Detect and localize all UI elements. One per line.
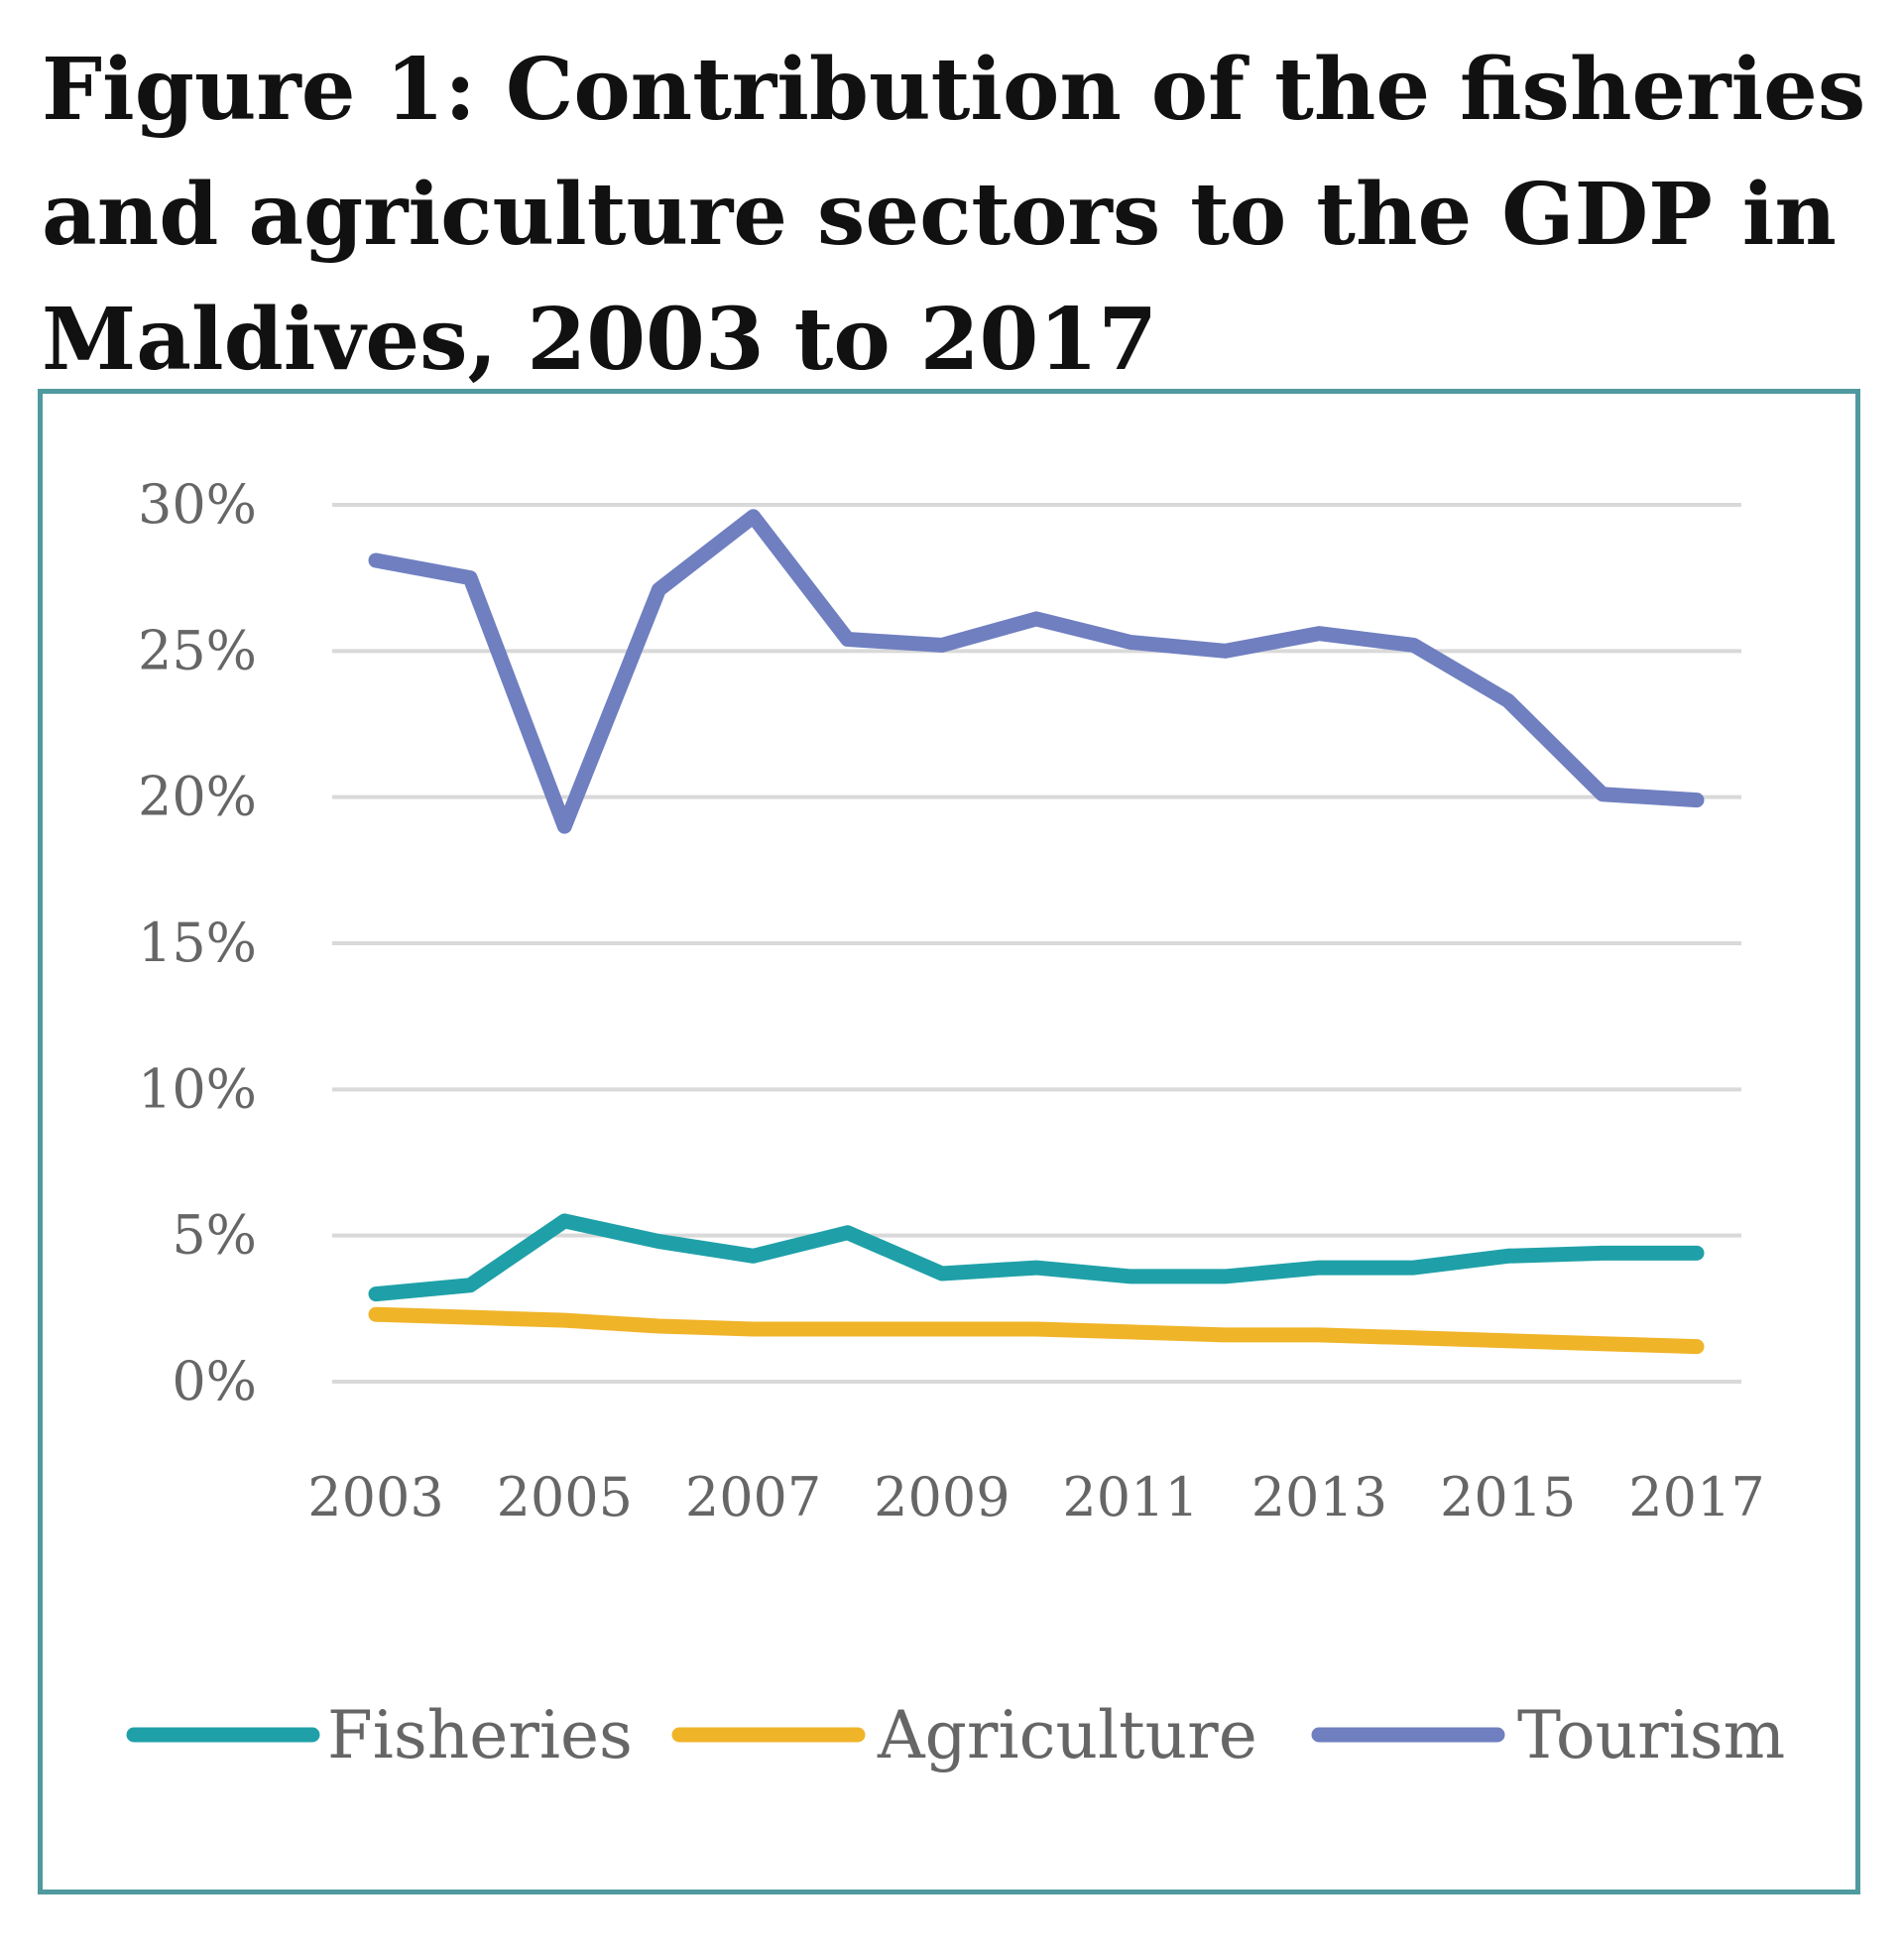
y-tick-label: 0% xyxy=(172,1350,257,1412)
legend-label-agriculture: Agriculture xyxy=(877,1697,1257,1773)
chart-frame xyxy=(38,389,1860,1894)
series-line-fisheries xyxy=(368,1213,1705,1302)
x-tick-label: 2003 xyxy=(307,1466,443,1528)
x-tick-label: 2009 xyxy=(874,1466,1010,1528)
y-tick-label: 25% xyxy=(138,619,257,681)
figure-title: Figure 1: Contribution of the fisheries … xyxy=(42,40,1866,390)
series-line-agriculture xyxy=(368,1306,1705,1355)
y-tick-label: 15% xyxy=(138,912,257,974)
y-tick-label: 5% xyxy=(172,1204,257,1267)
y-tick-label: 30% xyxy=(138,473,257,536)
y-tick-label: 20% xyxy=(138,766,257,828)
series-line-tourism xyxy=(368,509,1705,834)
x-tick-label: 2015 xyxy=(1440,1466,1576,1528)
legend-label-fisheries: Fisheries xyxy=(327,1697,633,1773)
y-tick-label: 10% xyxy=(138,1057,257,1120)
x-tick-label: 2011 xyxy=(1062,1466,1198,1528)
x-tick-label: 2013 xyxy=(1251,1466,1387,1528)
x-tick-label: 2007 xyxy=(685,1466,821,1528)
x-tick-label: 2005 xyxy=(497,1466,633,1528)
legend-label-tourism: Tourism xyxy=(1517,1697,1785,1773)
x-tick-label: 2017 xyxy=(1628,1466,1764,1528)
